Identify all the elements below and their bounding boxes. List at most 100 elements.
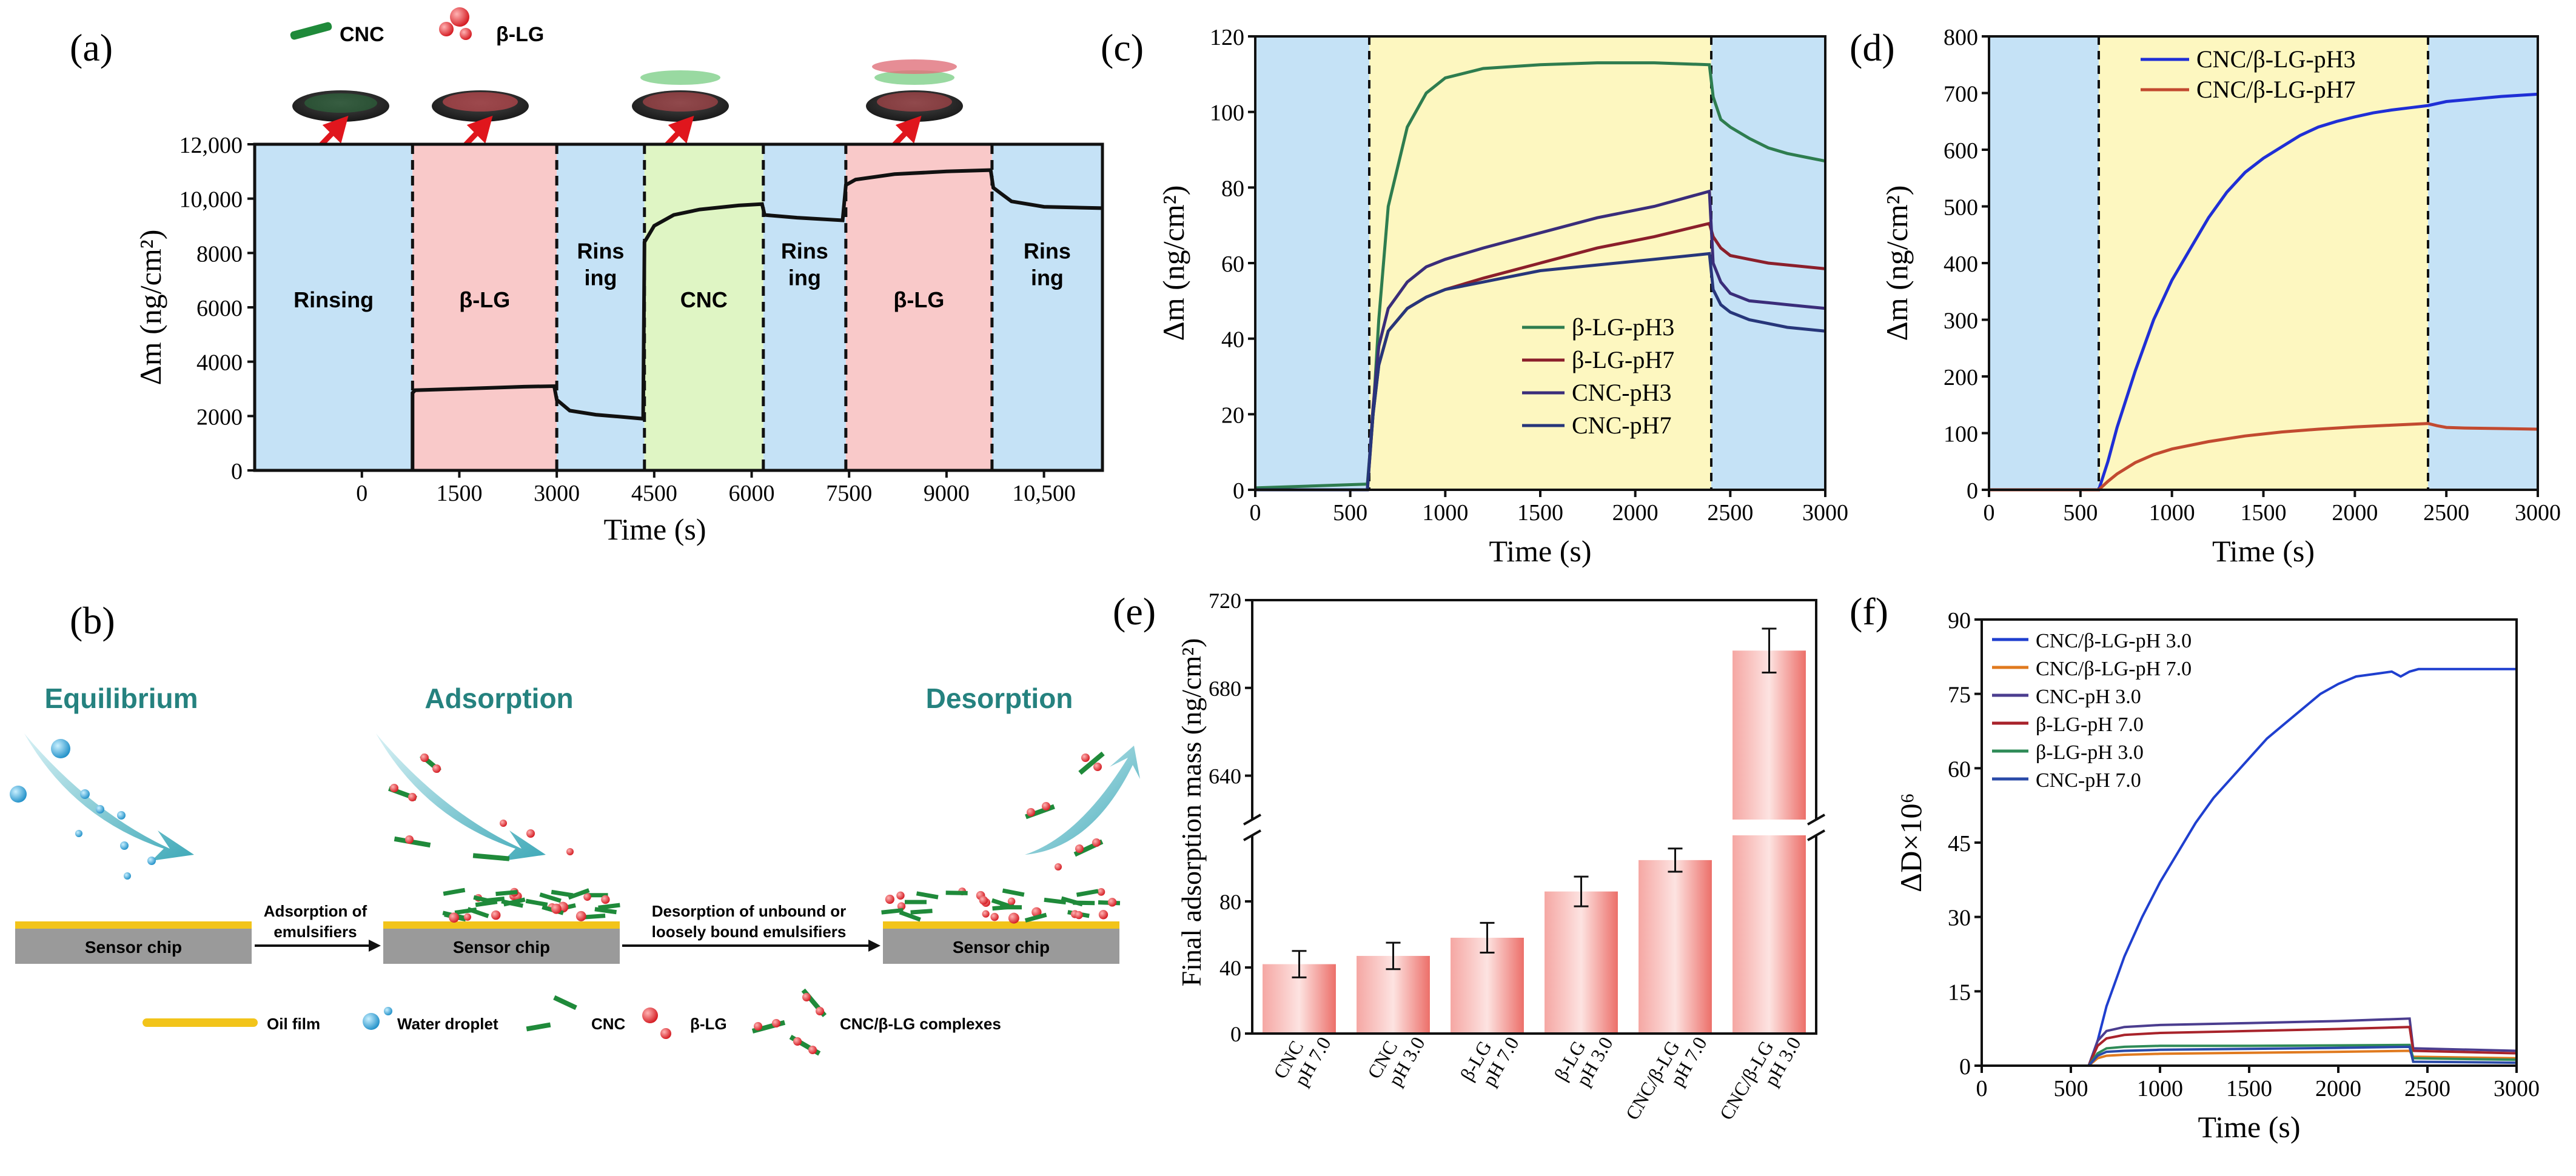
sensor-disk-icon [866, 59, 963, 122]
chip-label: Sensor chip [85, 938, 182, 957]
x-tick-label: 1500 [436, 481, 482, 506]
panel-b: (b) Equilibrium Adsorption Desorption [10, 599, 1140, 1056]
y-tick-label: 20 [1221, 403, 1244, 428]
cnc-rod [539, 892, 562, 903]
panel-a-region [557, 144, 645, 470]
y-tick-label: 0 [1959, 1054, 1971, 1080]
panel-a-region [845, 144, 992, 470]
flow-arrow-icon [376, 733, 546, 861]
bar [1545, 891, 1618, 1034]
adsorption-particles [388, 753, 574, 861]
y-tick-label: 0 [1233, 478, 1244, 504]
x-tick-label: 3000 [2494, 1076, 2540, 1101]
region-label: Rins [1024, 238, 1071, 263]
adsorbed-layer [881, 887, 1121, 924]
legend-label: CNC-pH 7.0 [2036, 769, 2141, 792]
y-tick-label: 4000 [196, 350, 243, 376]
panel-f: (f) 0 15 30 45 60 75 90 0 500 1000 1500 2000 2500 300… [1850, 590, 2540, 1144]
blg-ball [979, 895, 988, 905]
cnc-rod [503, 897, 526, 907]
axis-break-mark [1243, 814, 1261, 826]
legend-label: β-LG-pH7 [1572, 346, 1674, 373]
category-label: CNC/β-LGpH 7.0 [1621, 1022, 1711, 1134]
panel-a-region [412, 144, 557, 470]
x-tick-label: 1500 [2226, 1076, 2272, 1101]
blg-ball-icon [642, 1007, 658, 1023]
cnc-rod [467, 907, 489, 918]
cnc-legend-label-b: CNC [591, 1015, 626, 1033]
panel-b-label: (b) [70, 599, 115, 642]
chart-legend: β-LG-pH3 β-LG-pH7 CNC-pH3 CNC-pH7 [1522, 313, 1674, 439]
x-tick-label: 1000 [2137, 1076, 2183, 1101]
y-axis-label: Final adsorption mass (ng/cm²) [1176, 638, 1207, 987]
blg-ball [885, 894, 894, 904]
y-tick-label: 10,000 [179, 187, 243, 213]
axis-break-gap [1240, 820, 1828, 835]
desorbing-particles [1025, 751, 1105, 870]
x-tick-label: 500 [1333, 500, 1367, 526]
phase-region [2099, 36, 2428, 490]
y-tick-label: 800 [1944, 25, 1978, 50]
y-tick-label: 80 [1219, 890, 1241, 914]
legend-label: CNC-pH7 [1572, 412, 1671, 439]
legend-label: CNC/β-LG-pH3 [2196, 45, 2356, 73]
cnc-rod [495, 890, 518, 897]
cnc-rod [904, 900, 927, 904]
panel-a-x-axis: 0 1500 3000 4500 6000 7500 9000 10,500 [356, 470, 1076, 506]
blg-ball [575, 910, 586, 921]
bar [1451, 937, 1524, 1034]
panel-a-region [644, 144, 763, 470]
y-tick-label: 45 [1948, 831, 1971, 857]
cnc-rod [916, 891, 939, 900]
series-line [1255, 252, 1826, 492]
cnc-rod [598, 903, 620, 910]
stage-adsorption: Adsorption [424, 683, 573, 714]
bar [1639, 860, 1712, 1034]
cnc-rod [1076, 889, 1099, 897]
x-tick-label: 3000 [1802, 500, 1848, 526]
stage-arrow-1: Adsorption of emulsifiers [255, 902, 381, 952]
x-tick-label: 0 [1976, 1076, 1988, 1101]
x-tick-label: 2500 [2423, 500, 2469, 526]
water-droplets [10, 739, 156, 880]
x-tick-label: 2000 [1612, 500, 1659, 526]
region-label: Rins [577, 238, 624, 263]
legend-label: CNC/β-LG-pH7 [2196, 76, 2356, 103]
arrow1-line2: emulsifiers [273, 923, 357, 941]
x-tick-label: 500 [2054, 1076, 2088, 1101]
cnc-rod-icon [553, 995, 577, 1011]
blg-ball [1098, 910, 1109, 920]
phase-region [2428, 36, 2538, 490]
cnc-rod [586, 893, 608, 898]
panel-a-y-axis: 0 2000 4000 6000 8000 10,000 12,000 [179, 133, 255, 484]
y-tick-label: 60 [1221, 252, 1244, 277]
y-tick-label: 40 [1219, 956, 1241, 980]
blg-ball [1107, 898, 1117, 907]
cnc-rod [1002, 888, 1025, 897]
sensor-disk-icon [292, 90, 389, 122]
panel-a: (a) CNC β-LG [70, 7, 1104, 546]
x-tick-label: 3000 [534, 481, 580, 506]
cnc-rod [945, 890, 968, 895]
y-tick-label: 100 [1210, 101, 1244, 126]
y-tick-label: 400 [1944, 252, 1978, 277]
y-tick-label: 200 [1944, 365, 1978, 390]
chart-legend: CNC/β-LG-pH 3.0 CNC/β-LG-pH 7.0 CNC-pH 3.0… [1992, 630, 2192, 792]
cnc-rod [473, 895, 496, 904]
y-tick-label: 0 [1967, 478, 1978, 504]
cnc-rod [443, 887, 466, 896]
blg-ball [1007, 897, 1016, 906]
legend-label: β-LG-pH 7.0 [2036, 713, 2144, 736]
cnc-legend-icon [290, 22, 332, 40]
category-label: CNC/β-LGpH 3.0 [1715, 1022, 1805, 1134]
panel-c: (c) 0 20 40 60 80 100 120 0 500 1000 1500 2000 2500 3… [1101, 25, 1848, 568]
blg-ball [1097, 888, 1105, 896]
phase-region [1255, 36, 1369, 490]
blg-ball [491, 910, 501, 920]
y-axis-label: Δm (ng/cm²) [1156, 185, 1190, 341]
region-label: ing [1031, 265, 1064, 290]
sensor-chip-1: Sensor chip [15, 921, 252, 964]
x-tick-label: 1500 [1517, 500, 1563, 526]
cnc-rod [1044, 897, 1067, 905]
region-label: β-LG [893, 287, 944, 312]
